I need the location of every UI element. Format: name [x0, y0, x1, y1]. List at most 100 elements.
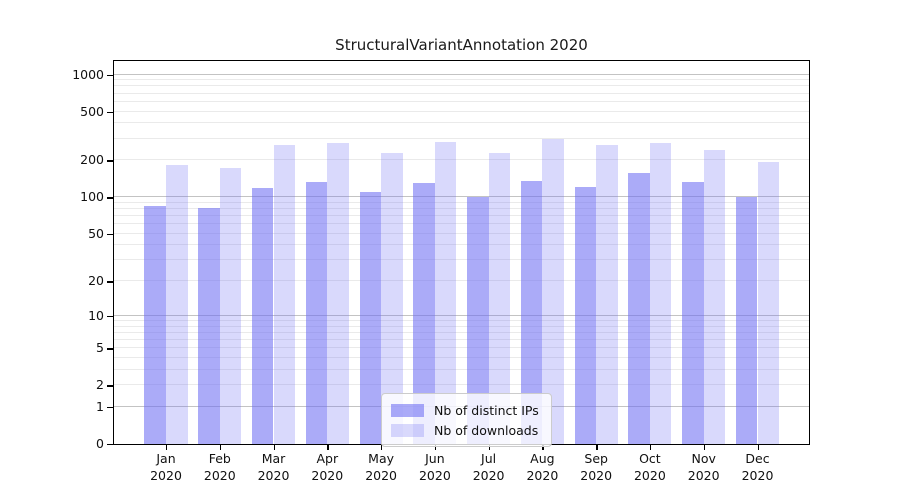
bar-ips-jul — [467, 196, 489, 444]
bar-downloads-dec — [757, 161, 780, 444]
y-tick-mark — [107, 197, 113, 199]
bar-ips-apr — [305, 182, 328, 444]
x-tick-label: Nov 2020 — [687, 451, 720, 483]
legend-swatch-distinct-ips — [391, 403, 424, 417]
bar-downloads-jul — [488, 152, 511, 444]
x-tick-label: May 2020 — [365, 451, 397, 483]
gridline-minor — [114, 338, 809, 340]
bar-downloads-may — [381, 153, 403, 444]
bar-downloads-apr — [327, 142, 349, 444]
x-tick-mark — [434, 445, 437, 450]
bar-ips-sep — [574, 187, 597, 444]
x-tick-mark — [273, 445, 275, 450]
gridline-minor — [114, 201, 809, 203]
y-tick-label: 5 — [96, 340, 104, 356]
gridline-minor — [114, 356, 809, 358]
bar-downloads-feb — [219, 167, 242, 444]
gridline-minor — [114, 347, 809, 349]
gridline-minor — [114, 223, 809, 225]
gridline-minor — [114, 259, 809, 261]
y-tick-label: 1000 — [72, 66, 104, 82]
bar-downloads-mar — [273, 144, 296, 444]
bar-ips-oct — [628, 173, 650, 444]
legend-label-downloads: Nb of downloads — [434, 422, 539, 438]
y-tick-mark — [107, 385, 113, 387]
bar-downloads-sep — [596, 145, 618, 444]
gridline-major — [114, 314, 809, 316]
y-tick-label: 1 — [96, 398, 104, 414]
x-tick-label: Aug 2020 — [526, 451, 559, 483]
bar-downloads-nov — [703, 150, 726, 444]
y-tick-label: 500 — [80, 103, 104, 119]
x-tick-mark — [488, 445, 490, 450]
bar-downloads-aug — [542, 138, 564, 444]
gridline-minor — [114, 137, 809, 139]
gridline-minor — [114, 85, 809, 87]
gridline-minor — [114, 325, 809, 327]
x-tick-mark — [757, 445, 759, 450]
bar-ips-jan — [144, 205, 166, 444]
y-tick-mark — [107, 74, 113, 76]
x-tick-label: Jul 2020 — [472, 451, 505, 483]
y-tick-mark — [107, 233, 113, 236]
y-tick-label: 10 — [88, 307, 104, 323]
bar-ips-jun — [413, 182, 435, 444]
x-tick-mark — [703, 445, 706, 450]
gridline-minor — [114, 232, 809, 234]
x-tick-label: Feb 2020 — [203, 451, 236, 483]
y-tick-mark — [107, 281, 113, 283]
x-tick-mark — [219, 445, 222, 450]
x-tick-label: Dec 2020 — [741, 451, 774, 483]
x-tick-label: Oct 2020 — [633, 451, 666, 483]
y-tick-mark — [107, 160, 113, 162]
gridline-minor — [114, 368, 809, 370]
chart-title: StructuralVariantAnnotation 2020 — [335, 36, 588, 54]
bar-ips-mar — [251, 188, 274, 444]
bar-downloads-jun — [434, 141, 457, 444]
legend-label-distinct-ips: Nb of distinct IPs — [434, 402, 539, 418]
x-tick-mark — [166, 445, 168, 450]
x-tick-label: Jan 2020 — [150, 451, 182, 483]
y-tick-label: 2 — [96, 377, 104, 393]
gridline-minor — [114, 122, 809, 124]
bar-downloads-jan — [166, 165, 188, 444]
gridline-minor — [114, 79, 809, 81]
bar-ips-dec — [735, 196, 758, 444]
gridline-minor — [114, 100, 809, 102]
y-tick-label: 100 — [80, 189, 104, 205]
gridline-minor — [114, 280, 809, 282]
bar-ips-aug — [520, 181, 543, 444]
x-tick-mark — [542, 445, 544, 450]
gridline-minor — [114, 319, 809, 321]
gridline-minor — [114, 208, 809, 209]
y-tick-label: 20 — [88, 273, 104, 289]
y-tick-label: 0 — [96, 436, 104, 451]
x-tick-label: Apr 2020 — [311, 451, 344, 483]
legend-item-downloads: Nb of downloads — [391, 420, 539, 440]
x-tick-label: Jun 2020 — [418, 451, 451, 483]
gridline-minor — [114, 110, 809, 112]
legend: Nb of distinct IPs Nb of downloads — [381, 393, 552, 447]
x-tick-mark — [327, 445, 329, 450]
y-tick-mark — [107, 348, 113, 350]
legend-item-distinct-ips: Nb of distinct IPs — [391, 400, 539, 420]
x-tick-label: Mar 2020 — [257, 451, 290, 483]
gridline-minor — [114, 384, 809, 386]
y-tick-mark — [107, 111, 113, 113]
gridline-major — [114, 196, 809, 198]
y-tick-label: 200 — [80, 152, 104, 168]
bar-ips-may — [359, 191, 382, 444]
bar-ips-feb — [198, 207, 220, 444]
plot-area: Nb of distinct IPs Nb of downloads — [113, 60, 810, 447]
gridline-minor — [114, 331, 809, 333]
y-tick-label: 50 — [88, 225, 104, 241]
bar-downloads-oct — [649, 143, 672, 444]
x-tick-mark — [596, 445, 598, 450]
legend-swatch-downloads — [391, 423, 424, 437]
gridline-minor — [114, 244, 809, 246]
gridline-minor — [114, 159, 809, 161]
bar-ips-nov — [682, 181, 704, 444]
gridline-minor — [114, 215, 809, 216]
y-tick-mark — [107, 315, 113, 318]
